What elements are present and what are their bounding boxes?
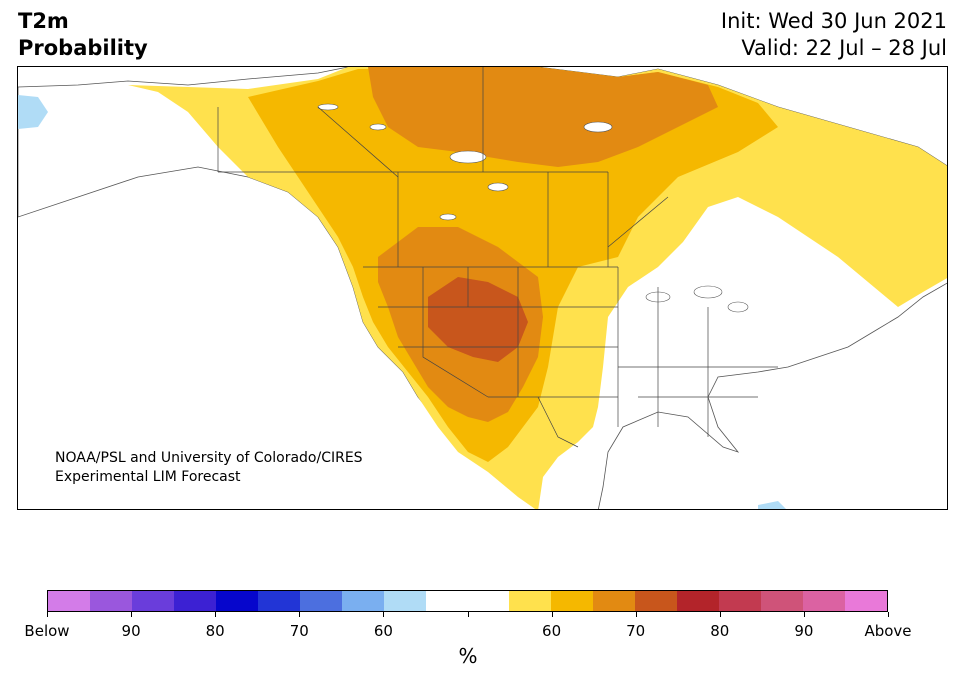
title-variable: T2m [18, 9, 69, 33]
colorbar-label: 70 [289, 622, 309, 640]
colorbar-segment [173, 591, 216, 611]
credit-line-1: NOAA/PSL and University of Colorado/CIRE… [55, 450, 363, 466]
title-type: Probability [18, 36, 148, 60]
colorbar-segment [299, 591, 342, 611]
map-svg [18, 67, 947, 509]
credit-line-2: Experimental LIM Forecast [55, 469, 241, 485]
valid-period: Valid: 22 Jul – 28 Jul [741, 36, 947, 60]
colorbar-segment [635, 591, 678, 611]
colorbar-tick [467, 612, 469, 617]
colorbar-segment [803, 591, 846, 611]
colorbar [47, 590, 888, 612]
lakes [317, 103, 749, 313]
chart-title: T2m Probability [18, 8, 148, 62]
colorbar-label: 80 [710, 622, 730, 640]
colorbar-segment [593, 591, 636, 611]
below-normal-caribbean [758, 501, 786, 509]
colorbar-segment [89, 591, 132, 611]
colorbar-label: Below [24, 622, 70, 640]
colorbar-tick [215, 612, 217, 617]
colorbar-segment [551, 591, 594, 611]
colorbar-tick [888, 612, 889, 617]
colorbar-segment [845, 591, 888, 611]
colorbar-segment [761, 591, 804, 611]
colorbar-tick [299, 612, 301, 617]
forecast-dates: Init: Wed 30 Jun 2021 Valid: 22 Jul – 28… [721, 8, 947, 62]
colorbar-segment [215, 591, 258, 611]
colorbar-tick [803, 612, 805, 617]
forecast-map [17, 66, 948, 510]
prob-80-90 [428, 277, 528, 362]
colorbar-tick [47, 612, 48, 617]
colorbar-tick [719, 612, 721, 617]
colorbar-label: 90 [121, 622, 141, 640]
colorbar-label: Above [864, 622, 912, 640]
colorbar-segment [509, 591, 552, 611]
colorbar-tick [383, 612, 385, 617]
colorbar-segment [677, 591, 720, 611]
colorbar-label: 90 [794, 622, 814, 640]
colorbar-tick [131, 612, 133, 617]
colorbar-segment [257, 591, 300, 611]
colorbar-segment [425, 591, 468, 611]
credit-text: NOAA/PSL and University of Colorado/CIRE… [55, 449, 363, 487]
colorbar-segment [48, 591, 90, 611]
colorbar-segment [467, 591, 510, 611]
colorbar-segment [719, 591, 762, 611]
colorbar-unit: % [458, 644, 478, 668]
colorbar-segment [131, 591, 174, 611]
colorbar-tick [551, 612, 553, 617]
colorbar-label: 80 [205, 622, 225, 640]
colorbar-tick [635, 612, 637, 617]
colorbar-segment [341, 591, 384, 611]
boundaries [217, 67, 778, 448]
colorbar-label: 60 [373, 622, 393, 640]
colorbar-label: 60 [542, 622, 562, 640]
colorbar-segment [383, 591, 426, 611]
colorbar-label: 70 [626, 622, 646, 640]
prob-70-80 [368, 67, 718, 167]
init-date: Init: Wed 30 Jun 2021 [720, 9, 947, 33]
below-normal-alaska [18, 95, 48, 129]
